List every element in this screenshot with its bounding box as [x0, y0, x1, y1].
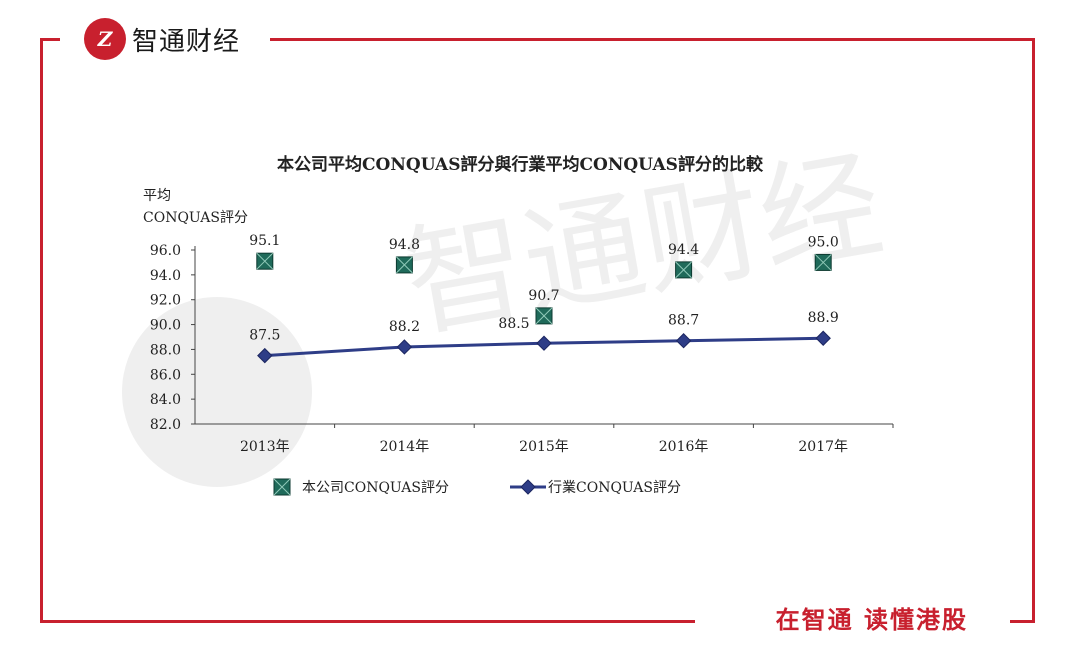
- data-point-company: [256, 252, 274, 270]
- data-point-industry: [815, 330, 831, 346]
- data-label: 94.4: [668, 242, 699, 258]
- legend-marker-company: [273, 478, 291, 496]
- x-tick-label: 2015年: [519, 439, 569, 455]
- y-axis-title: 平均 CONQUAS評分: [143, 185, 248, 229]
- data-label: 88.2: [389, 319, 420, 335]
- data-label: 95.0: [808, 234, 839, 250]
- data-point-company: [675, 261, 693, 279]
- data-point-industry: [675, 333, 692, 349]
- watermark-logo: [122, 297, 312, 487]
- x-tick-label: 2013年: [240, 439, 290, 455]
- frame-right: [1032, 38, 1035, 623]
- data-label: 87.5: [249, 328, 280, 344]
- frame-top-right: [270, 38, 1035, 41]
- y-tick-label: 96.0: [150, 243, 181, 259]
- frame-left: [40, 38, 43, 623]
- y-tick-label: 88.0: [150, 342, 181, 358]
- y-tick-label: 92.0: [150, 293, 181, 309]
- data-label: 90.7: [528, 288, 559, 304]
- y-tick-label: 82.0: [150, 417, 181, 433]
- frame-bottom-right: [1010, 620, 1035, 623]
- frame-bottom-left: [40, 620, 695, 623]
- data-label: 88.9: [808, 310, 839, 326]
- brand-slogan: 在智通 读懂港股: [763, 600, 980, 635]
- legend-label-industry: 行業CONQUAS評分: [548, 480, 681, 496]
- chart-title: 本公司平均CONQUAS評分與行業平均CONQUAS評分的比較: [277, 155, 763, 175]
- data-point-company: [814, 253, 832, 271]
- y-axis-title-line2: CONQUAS評分: [143, 210, 248, 226]
- data-label: 88.5: [498, 316, 529, 332]
- data-point-industry: [257, 347, 273, 364]
- y-axis-title-line1: 平均: [143, 188, 171, 204]
- data-point-company: [395, 256, 413, 274]
- x-tick-label: 2017年: [798, 439, 848, 455]
- y-tick-label: 86.0: [150, 367, 181, 383]
- brand-header: Z 智通财经: [84, 16, 240, 62]
- brand-logo-icon: Z: [84, 18, 126, 60]
- x-tick-label: 2014年: [380, 439, 430, 455]
- data-label: 88.7: [668, 313, 699, 329]
- x-tick-label: 2016年: [659, 439, 709, 455]
- data-label: 94.8: [389, 237, 420, 253]
- frame-top-left: [40, 38, 60, 41]
- data-label: 95.1: [249, 233, 280, 249]
- legend-label-company: 本公司CONQUAS評分: [302, 480, 449, 496]
- brand-name: 智通财经: [132, 26, 241, 57]
- legend-marker-industry: [520, 479, 536, 495]
- y-tick-label: 90.0: [150, 318, 181, 334]
- data-point-industry: [536, 335, 552, 351]
- y-tick-label: 94.0: [150, 268, 181, 284]
- data-point-company: [535, 307, 553, 325]
- data-point-industry: [396, 339, 413, 355]
- y-tick-label: 84.0: [150, 392, 181, 408]
